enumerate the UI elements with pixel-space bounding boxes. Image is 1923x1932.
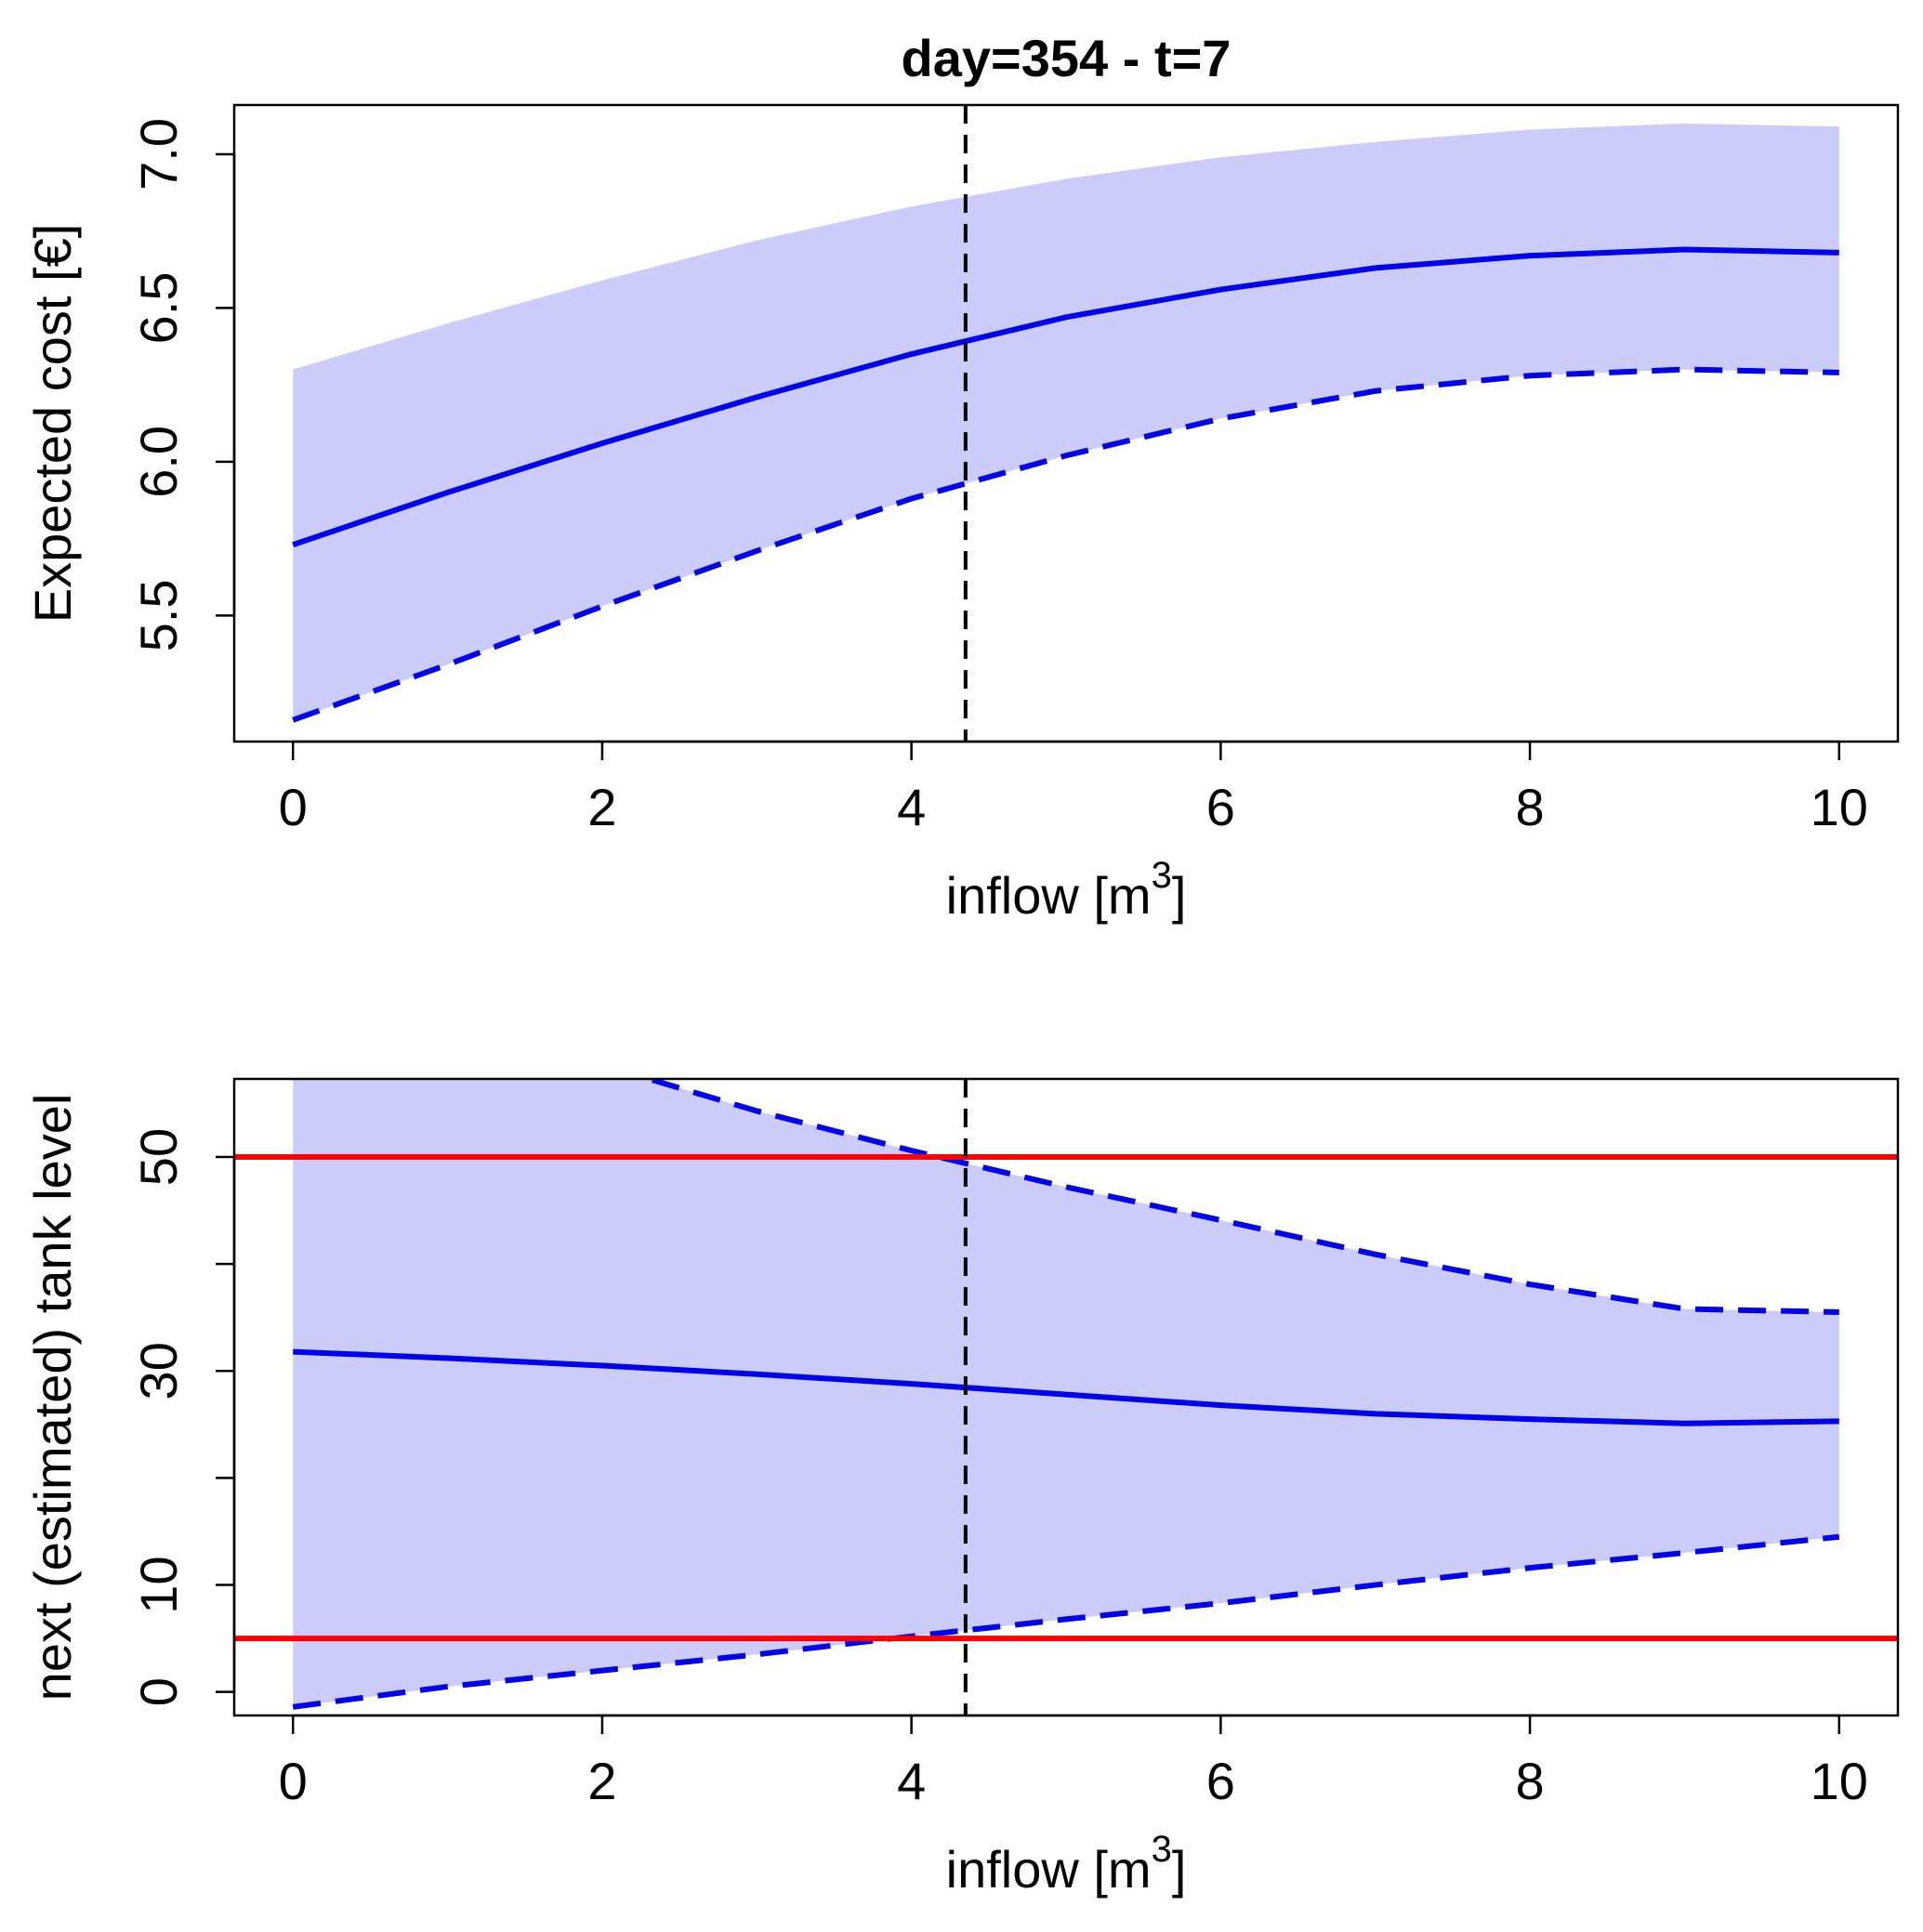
plot-area	[292, 1079, 1840, 1710]
y-tick-label: 30	[129, 1342, 188, 1400]
y-tick-label: 6.5	[129, 271, 188, 344]
confidence-band	[293, 1079, 1839, 1707]
y-tick-label: 7.0	[129, 118, 188, 191]
y-axis-title: Expected cost [€]	[23, 224, 82, 624]
y-tick-label: 10	[129, 1556, 188, 1613]
tank-level-panel: 0 2 4 6 8 10 inflow [m3] 0 10 30 50 next (estimated…	[23, 1077, 1900, 1899]
y-tick-label: 5.5	[129, 579, 188, 651]
x-tick-label: 8	[1515, 1752, 1544, 1810]
plot-area	[292, 123, 1839, 723]
x-tick-label: 0	[279, 1752, 308, 1810]
chart-title: day=354 - t=7	[902, 29, 1232, 87]
x-tick-label: 4	[897, 778, 926, 836]
lower-bound-line	[292, 366, 1839, 723]
x-tick-label: 6	[1206, 1752, 1235, 1810]
x-axis-title: inflow [m3]	[946, 855, 1187, 925]
y-tick-label: 0	[129, 1677, 188, 1706]
x-tick-label: 2	[587, 1752, 616, 1810]
x-tick-label: 4	[897, 1752, 926, 1810]
cost-panel: 0 2 4 6 8 10 inflow [m3] 5.5 6.0 6.5 7.0 Expected c…	[23, 103, 1900, 925]
x-tick-label: 10	[1811, 778, 1868, 836]
upper-bound-line	[639, 1079, 1839, 1315]
x-tick-label: 10	[1811, 1752, 1868, 1810]
y-axis-title: next (estimated) tank level	[23, 1094, 82, 1702]
confidence-band	[293, 123, 1839, 720]
mean-line	[292, 246, 1839, 548]
y-tick-label: 6.0	[129, 426, 188, 498]
x-tick-label: 6	[1206, 778, 1235, 836]
x-tick-label: 0	[279, 778, 308, 836]
y-tick-label: 50	[129, 1128, 188, 1186]
mean-line	[293, 1348, 1839, 1426]
x-tick-label: 8	[1515, 778, 1544, 836]
lower-bound-line	[292, 1533, 1840, 1710]
x-axis-title: inflow [m3]	[946, 1829, 1187, 1899]
x-tick-label: 2	[587, 778, 616, 836]
